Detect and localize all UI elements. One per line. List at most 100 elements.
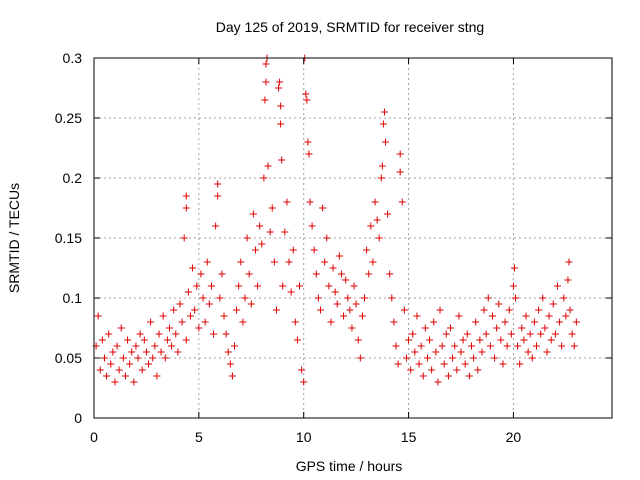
data-point xyxy=(547,336,555,344)
data-point xyxy=(459,336,467,344)
data-point xyxy=(535,306,543,314)
data-point xyxy=(159,312,167,320)
data-point xyxy=(560,294,568,302)
data-point xyxy=(216,294,224,302)
data-point xyxy=(289,246,297,254)
data-point xyxy=(470,354,478,362)
data-point xyxy=(488,312,496,320)
data-point xyxy=(298,366,306,374)
data-point xyxy=(207,282,215,290)
y-tick-label: 0.2 xyxy=(63,170,83,186)
data-point xyxy=(457,348,465,356)
data-point xyxy=(145,360,153,368)
data-point xyxy=(543,348,551,356)
data-point xyxy=(241,294,249,302)
data-point xyxy=(382,138,390,146)
data-point xyxy=(442,330,450,338)
data-point xyxy=(279,282,287,290)
data-point xyxy=(214,180,222,188)
data-point xyxy=(218,270,226,278)
data-point xyxy=(94,312,102,320)
data-point xyxy=(140,336,148,344)
data-point xyxy=(447,324,455,332)
data-point xyxy=(522,312,530,320)
data-point xyxy=(107,360,115,368)
data-point xyxy=(285,258,293,266)
data-point xyxy=(316,306,324,314)
data-point xyxy=(461,360,469,368)
data-point xyxy=(224,348,232,356)
data-point xyxy=(121,372,129,380)
data-point xyxy=(180,234,188,242)
data-point xyxy=(352,300,360,308)
data-point xyxy=(168,342,176,350)
data-points xyxy=(92,54,580,386)
data-point xyxy=(344,294,352,302)
data-point xyxy=(243,234,251,242)
data-point xyxy=(539,294,547,302)
data-point xyxy=(530,318,538,326)
data-point xyxy=(495,300,503,308)
data-point xyxy=(556,318,564,326)
data-point xyxy=(305,150,313,158)
data-point xyxy=(119,354,127,362)
x-tick-label: 10 xyxy=(296,429,312,445)
data-point xyxy=(541,324,549,332)
data-point xyxy=(434,378,442,386)
y-tick-label: 0.3 xyxy=(63,50,83,66)
x-tick-label: 5 xyxy=(195,429,203,445)
data-point xyxy=(402,354,410,362)
data-point xyxy=(231,342,239,350)
data-point xyxy=(386,270,394,278)
data-point xyxy=(126,360,134,368)
data-point xyxy=(417,342,425,350)
data-point xyxy=(142,348,150,356)
data-point xyxy=(520,336,528,344)
data-point xyxy=(109,348,117,356)
x-axis-label: GPS time / hours xyxy=(296,458,403,474)
y-tick-label: 0.15 xyxy=(55,230,82,246)
data-point xyxy=(493,324,501,332)
data-point xyxy=(558,342,566,350)
data-point xyxy=(191,306,199,314)
data-point xyxy=(545,312,553,320)
data-point xyxy=(335,252,343,260)
data-point xyxy=(497,336,505,344)
data-point xyxy=(413,312,421,320)
data-point xyxy=(438,342,446,350)
data-point xyxy=(176,300,184,308)
data-point xyxy=(300,378,308,386)
data-point xyxy=(453,366,461,374)
data-point xyxy=(233,306,241,314)
data-point xyxy=(275,84,283,92)
data-point xyxy=(455,312,463,320)
data-point xyxy=(210,330,218,338)
data-point xyxy=(100,354,108,362)
data-point xyxy=(365,270,373,278)
data-point xyxy=(514,342,522,350)
data-point xyxy=(570,342,578,350)
data-point xyxy=(375,234,383,242)
data-point xyxy=(281,228,289,236)
data-point xyxy=(363,246,371,254)
data-point xyxy=(165,324,173,332)
data-point xyxy=(373,216,381,224)
data-point xyxy=(474,366,482,374)
data-point xyxy=(465,372,473,380)
data-point xyxy=(463,330,471,338)
data-point xyxy=(163,336,171,344)
data-point xyxy=(565,258,573,266)
chart-title: Day 125 of 2019, SRMTID for receiver stn… xyxy=(216,19,484,35)
data-point xyxy=(361,294,369,302)
data-point xyxy=(533,342,541,350)
data-point xyxy=(157,348,165,356)
data-point xyxy=(296,282,304,290)
data-point xyxy=(566,306,574,314)
data-point xyxy=(518,324,526,332)
data-point xyxy=(510,264,518,272)
data-point xyxy=(400,306,408,314)
data-point xyxy=(501,318,509,326)
data-point xyxy=(350,282,358,290)
data-point xyxy=(220,312,228,320)
